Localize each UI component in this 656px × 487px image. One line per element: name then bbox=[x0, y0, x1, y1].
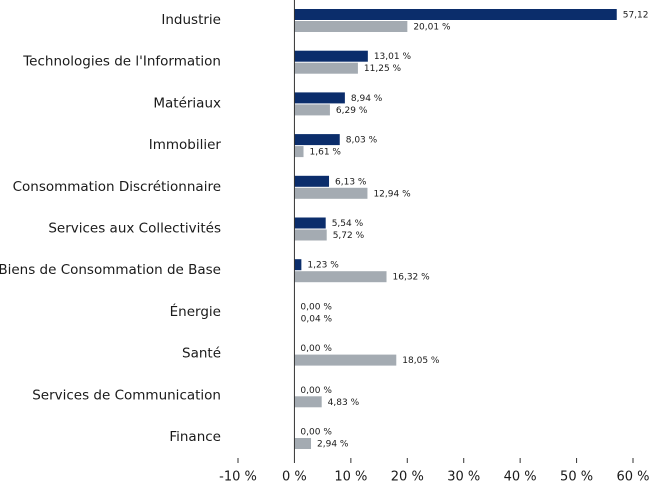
value-label: 0,00 % bbox=[300, 386, 332, 396]
value-label: 0,00 % bbox=[300, 344, 332, 354]
category-label: Services de Communication bbox=[32, 387, 221, 403]
category-label: Services aux Collectivités bbox=[48, 221, 221, 237]
value-label: 6,13 % bbox=[335, 177, 367, 187]
x-tick-label: 10 % bbox=[334, 470, 367, 485]
x-tick-label: 30 % bbox=[447, 470, 480, 485]
value-label: 57,12 bbox=[623, 11, 649, 21]
category-label: Biens de Consommation de Base bbox=[0, 262, 221, 278]
bar bbox=[294, 175, 330, 187]
value-label: 16,32 % bbox=[393, 273, 431, 283]
category-label: Immobilier bbox=[149, 137, 222, 153]
bar bbox=[294, 92, 345, 104]
value-label: 0,00 % bbox=[300, 428, 332, 438]
bar bbox=[294, 271, 387, 283]
bar bbox=[294, 259, 302, 271]
bar bbox=[294, 187, 368, 199]
category-label: Matériaux bbox=[153, 95, 221, 111]
category-label: Industrie bbox=[161, 12, 221, 28]
bar bbox=[294, 9, 617, 20]
value-label: 12,94 % bbox=[373, 189, 411, 199]
value-label: 1,23 % bbox=[307, 261, 339, 271]
x-tick-label: 0 % bbox=[282, 470, 307, 485]
bar bbox=[294, 50, 368, 62]
x-tick-label: -10 % bbox=[219, 470, 257, 485]
category-label: Finance bbox=[169, 429, 221, 445]
bar bbox=[294, 62, 358, 74]
value-label: 0,04 % bbox=[301, 314, 333, 324]
bar bbox=[294, 21, 408, 32]
category-label: Énergie bbox=[170, 303, 221, 320]
bar bbox=[294, 146, 304, 158]
value-label: 8,94 % bbox=[351, 94, 383, 104]
value-label: 18,05 % bbox=[402, 356, 440, 366]
category-label: Consommation Discrétionnaire bbox=[13, 179, 221, 195]
value-label: 2,94 % bbox=[317, 440, 349, 450]
value-label: 11,25 % bbox=[364, 64, 402, 74]
x-tick-label: 40 % bbox=[504, 470, 537, 485]
value-label: 5,54 % bbox=[332, 219, 364, 229]
category-label: Santé bbox=[182, 346, 221, 362]
value-label: 20,01 % bbox=[413, 23, 451, 33]
value-label: 1,61 % bbox=[310, 148, 342, 158]
value-label: 6,29 % bbox=[336, 106, 368, 116]
value-label: 13,01 % bbox=[374, 52, 412, 62]
value-label: 5,72 % bbox=[333, 231, 365, 241]
x-tick-label: 60 % bbox=[616, 470, 649, 485]
category-label: Technologies de l'Information bbox=[22, 54, 221, 70]
value-label: 8,03 % bbox=[346, 136, 378, 146]
x-tick-label: 50 % bbox=[560, 470, 593, 485]
bar bbox=[294, 229, 327, 241]
bar bbox=[294, 396, 322, 408]
bar bbox=[294, 354, 397, 366]
bar bbox=[294, 104, 330, 116]
value-label: 4,83 % bbox=[328, 398, 360, 408]
bar bbox=[294, 134, 340, 146]
bar bbox=[294, 438, 312, 449]
value-label: 0,00 % bbox=[300, 302, 332, 312]
x-tick-label: 20 % bbox=[391, 470, 424, 485]
bar bbox=[294, 217, 326, 229]
